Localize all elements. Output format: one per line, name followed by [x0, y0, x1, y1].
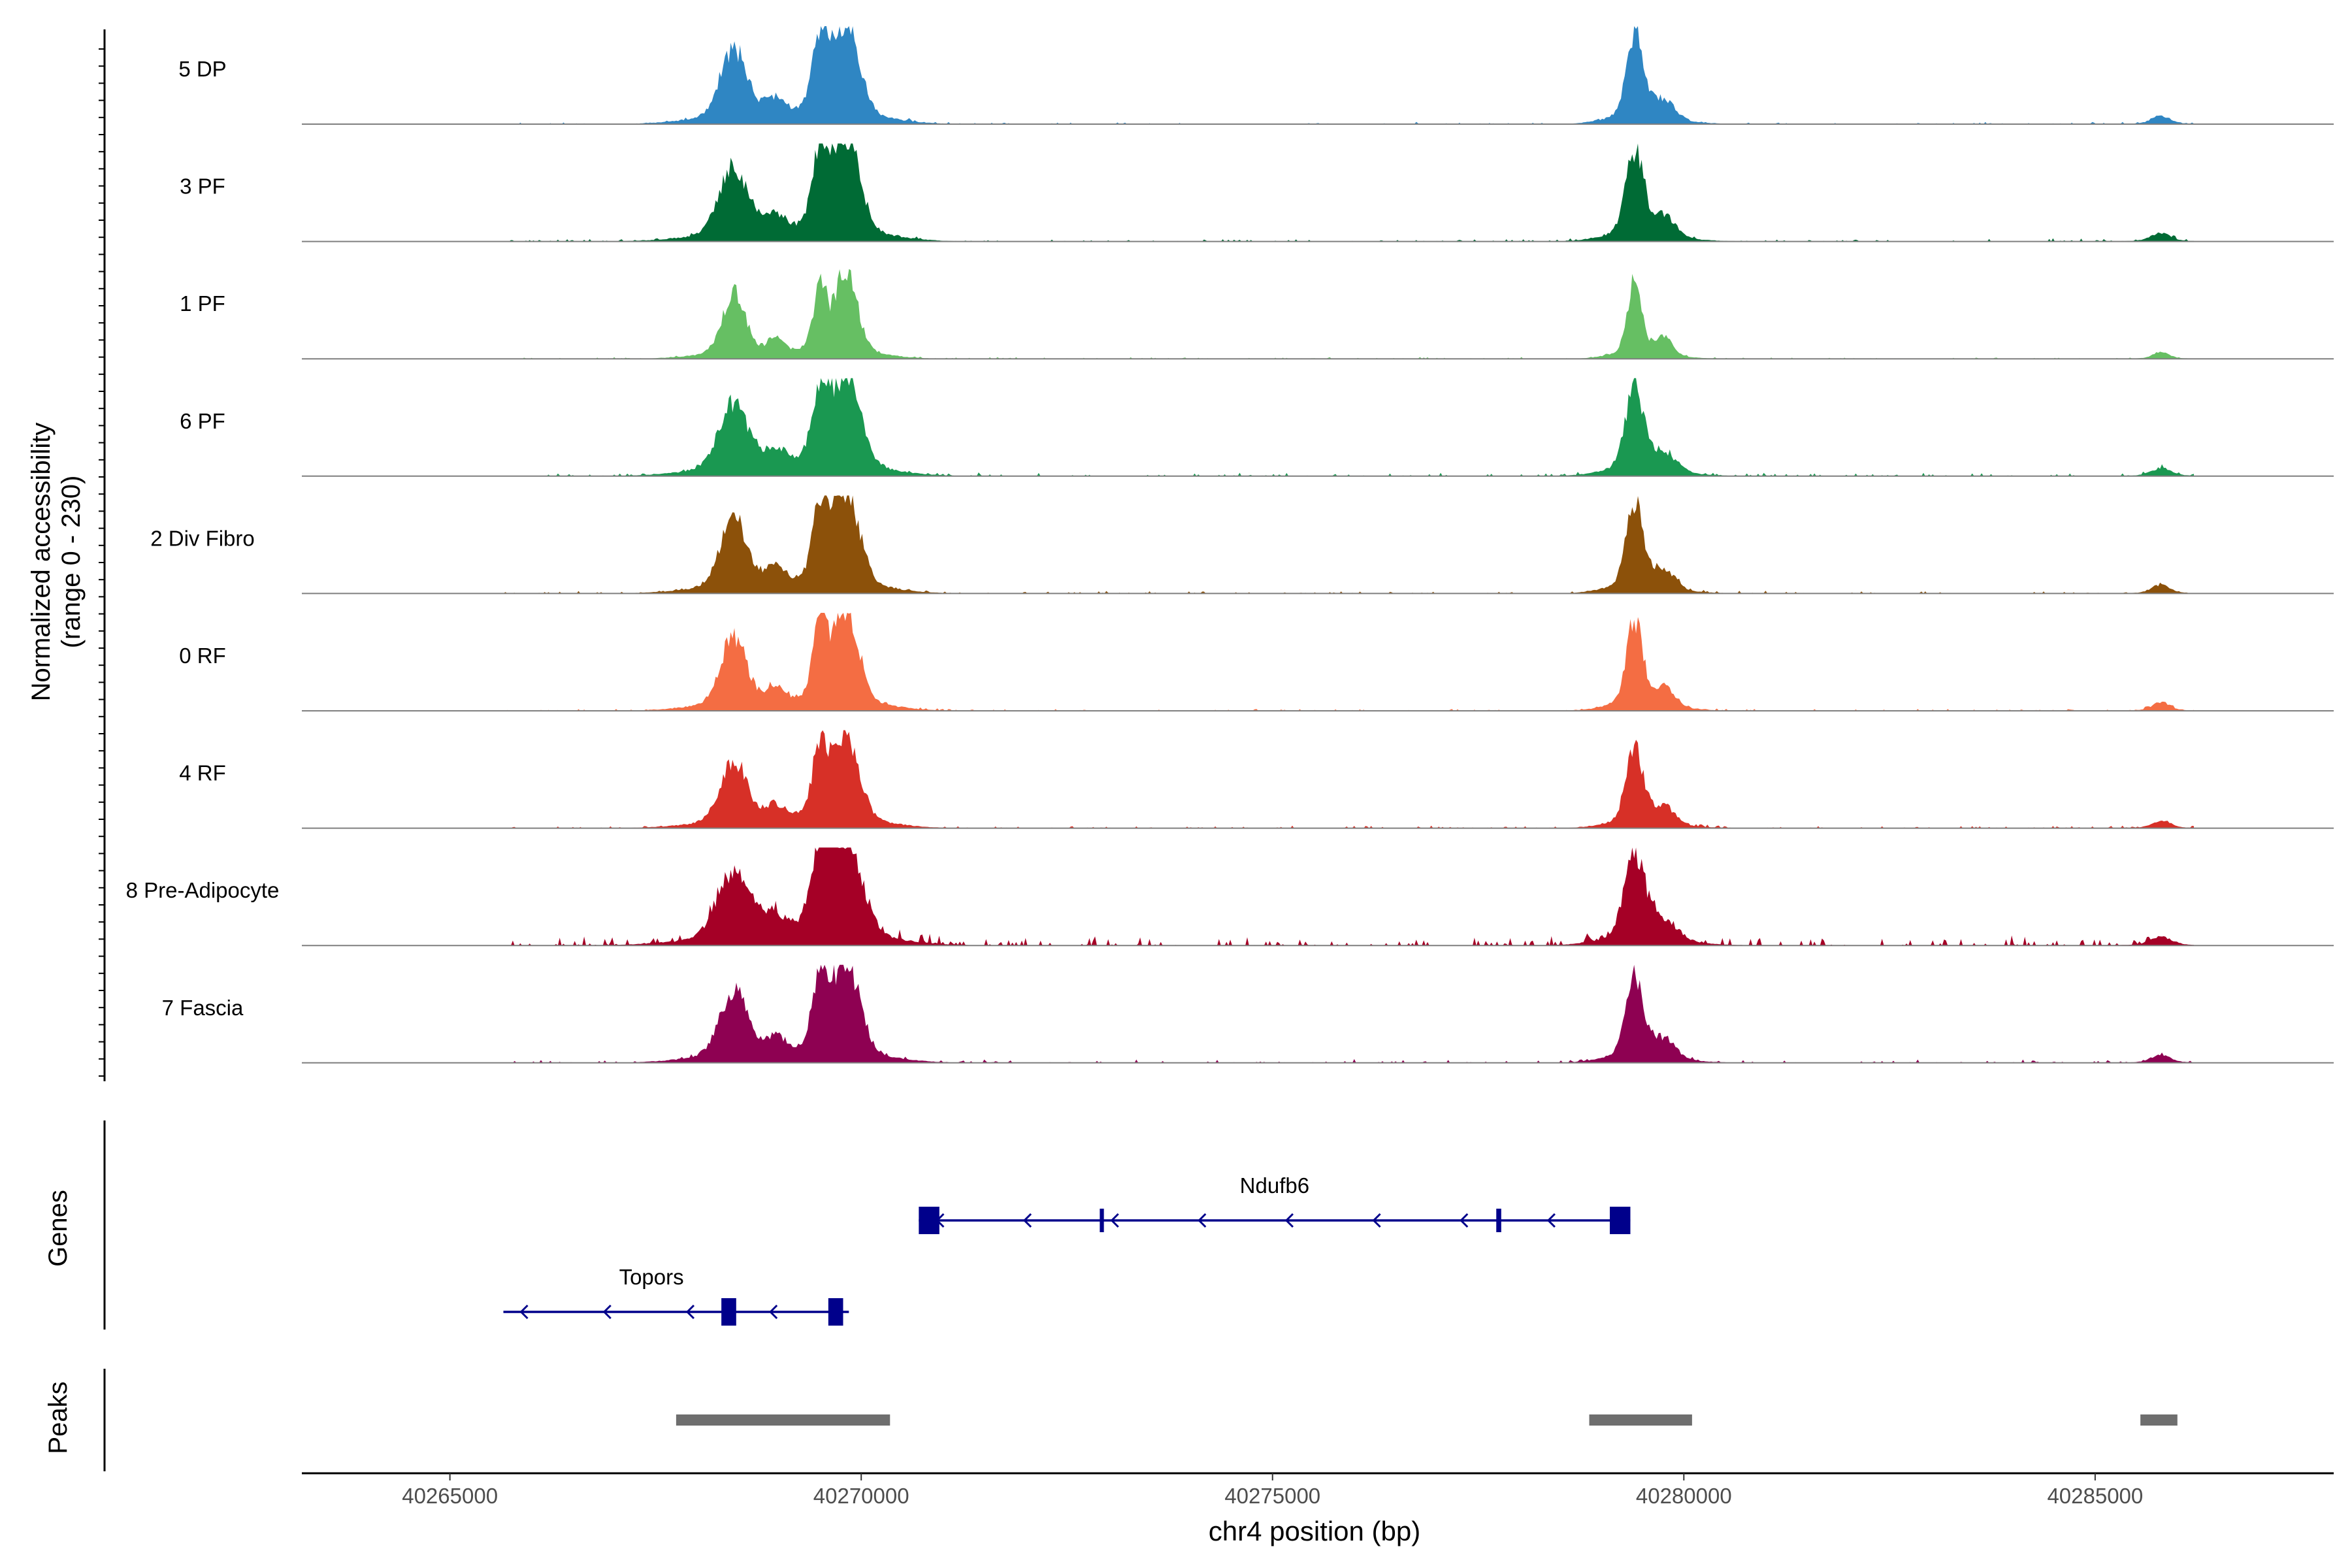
coverage-area — [503, 269, 2194, 359]
gene-label: Topors — [619, 1265, 684, 1289]
coverage-area — [503, 26, 2194, 124]
track-2-div-fibro: 2 Div Fibro — [150, 495, 2334, 595]
track-label: 7 Fascia — [162, 996, 244, 1020]
exon — [828, 1298, 843, 1326]
coverage-area — [503, 613, 2194, 711]
coverage-area — [503, 378, 2194, 476]
exon — [1609, 1207, 1631, 1234]
strand-arrow — [1198, 1213, 1207, 1228]
track-label: 3 PF — [180, 174, 225, 199]
track-3-pf: 3 PF — [180, 143, 2334, 242]
x-tick-label: 40285000 — [2047, 1484, 2143, 1508]
strand-arrow — [1284, 1213, 1294, 1228]
track-label: 2 Div Fibro — [150, 526, 255, 550]
coverage-area — [503, 495, 2194, 594]
coverage-area — [503, 143, 2194, 242]
exon — [1496, 1209, 1501, 1232]
genes-label: Genes — [44, 1190, 73, 1267]
coverage-tracks: 5 DP 3 PF 1 PF 6 PF 2 Div Fibro 0 RF 4 RF 8 Pre… — [126, 26, 2334, 1064]
track-label: 6 PF — [180, 409, 225, 433]
peak-region — [2140, 1414, 2178, 1426]
track-4-rf: 4 RF — [179, 730, 2334, 829]
track-label: 4 RF — [179, 761, 226, 785]
strand-arrow — [1460, 1213, 1469, 1228]
track-1-pf: 1 PF — [180, 269, 2334, 360]
x-tick-label: 40275000 — [1224, 1484, 1320, 1508]
strand-arrow — [685, 1304, 695, 1320]
y-axis-label-line2: (range 0 - 230) — [57, 476, 86, 649]
track-6-pf: 6 PF — [180, 378, 2334, 477]
gene-label: Ndufb6 — [1240, 1173, 1309, 1198]
strand-arrow — [519, 1304, 529, 1320]
strand-arrow — [1372, 1213, 1381, 1228]
track-8-pre-adipocyte: 8 Pre-Adipocyte — [126, 847, 2334, 947]
track-label: 1 PF — [180, 291, 225, 316]
x-tick-label: 40280000 — [1636, 1484, 1732, 1508]
x-tick-label: 40270000 — [813, 1484, 909, 1508]
track-label: 5 DP — [178, 57, 226, 81]
gene-track: Ndufb6 Topors — [503, 1173, 1631, 1326]
peak-region — [676, 1414, 890, 1426]
peaks-label: Peaks — [44, 1381, 73, 1454]
track-0-rf: 0 RF — [179, 613, 2334, 711]
coverage-area — [503, 847, 2194, 946]
track-5-dp: 5 DP — [178, 26, 2334, 125]
peak-track — [676, 1414, 2178, 1426]
track-7-fascia: 7 Fascia — [162, 964, 2334, 1064]
gene-topors: Topors — [503, 1265, 849, 1326]
exon — [1100, 1209, 1104, 1232]
exon — [919, 1207, 939, 1234]
coverage-area — [503, 964, 2194, 1063]
gene-ndufb6: Ndufb6 — [919, 1173, 1631, 1234]
x-axis-label: chr4 position (bp) — [1209, 1516, 1421, 1546]
strand-arrow — [769, 1304, 778, 1320]
x-tick-label: 40265000 — [402, 1484, 498, 1508]
axes: 40265000 40270000 40275000 40280000 40285000 — [99, 29, 2334, 1508]
peak-region — [1589, 1414, 1692, 1426]
exon — [721, 1298, 736, 1326]
y-axis-label-line1: Normalized accessibility — [27, 423, 56, 702]
track-label: 8 Pre-Adipocyte — [126, 878, 280, 902]
strand-arrow — [1110, 1213, 1119, 1228]
strand-arrow — [1546, 1213, 1556, 1228]
track-label: 0 RF — [179, 644, 226, 668]
coverage-area — [503, 730, 2194, 828]
strand-arrow — [602, 1304, 612, 1320]
strand-arrow — [1022, 1213, 1032, 1228]
